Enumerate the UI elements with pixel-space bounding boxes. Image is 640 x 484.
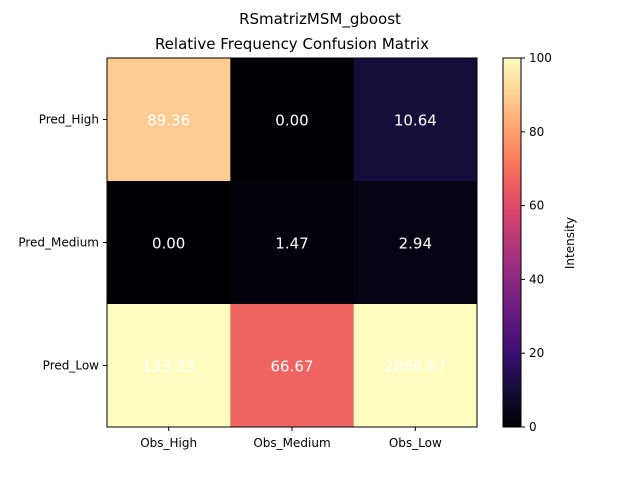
heatmap-cell bbox=[230, 304, 355, 428]
colorbar-ticks: 0 20 40 60 80 100 bbox=[521, 51, 552, 434]
x-tick-label: Obs_High bbox=[140, 436, 197, 450]
heatmap-cell bbox=[107, 58, 231, 182]
heatmap-cells bbox=[107, 58, 478, 428]
cell-value-label: 133.33 bbox=[142, 358, 195, 376]
colorbar-frame bbox=[502, 57, 522, 428]
chart-title: RSmatrizMSM_gboost bbox=[239, 10, 401, 29]
cell-value-label: 2.94 bbox=[399, 235, 432, 253]
colorbar-tick-label: 40 bbox=[529, 272, 544, 286]
x-tick-label: Obs_Medium bbox=[253, 436, 330, 450]
cell-value-label: 10.64 bbox=[394, 112, 437, 130]
colorbar-tick-label: 80 bbox=[529, 125, 544, 139]
heatmap-cell bbox=[353, 58, 478, 182]
colorbar-gradient bbox=[503, 58, 521, 427]
colorbar: 0 20 40 60 80 100 Intensity bbox=[502, 51, 577, 434]
colorbar-label: Intensity bbox=[563, 217, 577, 269]
cell-value-label: 0.00 bbox=[152, 235, 185, 253]
cell-value-label: 0.00 bbox=[275, 112, 308, 130]
colorbar-tick-label: 100 bbox=[529, 51, 552, 65]
x-axis: Obs_High Obs_Medium Obs_Low bbox=[140, 427, 442, 450]
cell-value-label: 1.47 bbox=[275, 235, 308, 253]
chart-subtitle: Relative Frequency Confusion Matrix bbox=[155, 35, 429, 53]
cell-value-label: 89.36 bbox=[147, 112, 190, 130]
colorbar-tick-label: 20 bbox=[529, 346, 544, 360]
colorbar-tick-label: 60 bbox=[529, 199, 544, 213]
heatmap-cell bbox=[353, 181, 478, 305]
y-tick-label: Pred_Medium bbox=[18, 236, 99, 250]
heatmap-cell bbox=[230, 58, 355, 182]
x-tick-label: Obs_Low bbox=[389, 436, 442, 450]
heatmap-cell bbox=[107, 304, 231, 428]
cell-value-label: 2066.67 bbox=[384, 358, 446, 376]
heatmap-cell bbox=[107, 181, 231, 305]
heatmap-cell bbox=[230, 181, 355, 305]
cell-value-label: 66.67 bbox=[271, 358, 314, 376]
colorbar-tick-label: 0 bbox=[529, 420, 537, 434]
y-axis: Pred_High Pred_Medium Pred_Low bbox=[18, 113, 107, 373]
y-tick-label: Pred_High bbox=[39, 113, 99, 127]
cell-value-labels: 89.36 0.00 10.64 0.00 1.47 2.94 133.33 66.67 206… bbox=[142, 112, 446, 376]
heatmap-cell bbox=[353, 304, 478, 428]
y-tick-label: Pred_Low bbox=[43, 359, 100, 373]
